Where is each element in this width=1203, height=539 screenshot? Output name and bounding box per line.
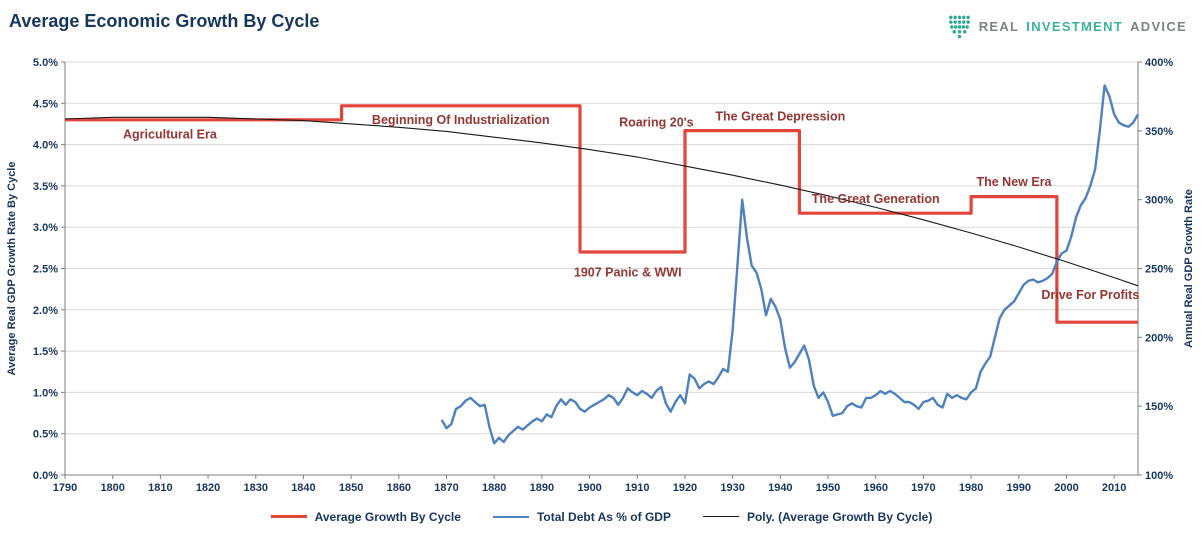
- left-axis-tick-label: 2.5%: [33, 264, 58, 276]
- x-axis-tick-label: 1960: [863, 482, 887, 494]
- logo-word-advice: ADVICE: [1130, 18, 1187, 34]
- left-axis-tick-label: 2.0%: [33, 305, 58, 317]
- annotation-label: The Great Generation: [812, 192, 940, 206]
- x-axis-tick-label: 1820: [196, 482, 220, 494]
- x-axis-tick-label: 1890: [530, 482, 554, 494]
- chart-header: Average Economic Growth By Cycle REAL IN…: [0, 0, 1203, 46]
- series-line-total-debt-as-pct-of-gdp: [440, 84, 1140, 445]
- legend-item-total-debt: Total Debt As % of GDP: [492, 509, 671, 524]
- left-axis-tick-label: 0.5%: [33, 429, 58, 441]
- left-axis-tick-label: 0.0%: [33, 470, 58, 482]
- x-axis-tick-label: 1830: [244, 482, 268, 494]
- annotation-label: 1907 Panic & WWI: [574, 266, 682, 280]
- right-axis-tick-label: 250%: [1145, 264, 1173, 276]
- legend-item-poly: Poly. (Average Growth By Cycle): [702, 509, 933, 524]
- left-axis-tick-label: 3.5%: [33, 181, 58, 193]
- x-axis-tick-label: 1800: [100, 482, 124, 494]
- legend-swatch-average-growth-by-cycle: [270, 515, 307, 518]
- left-axis-title: Average Real GDP Growth Rate By Cycle: [6, 162, 18, 376]
- series-line-average-growth-by-cycle: [65, 104, 1138, 324]
- x-axis-tick-label: 1990: [1007, 482, 1031, 494]
- page-title: Average Economic Growth By Cycle: [9, 11, 320, 31]
- legend-label-average-growth-by-cycle: Average Growth By Cycle: [314, 509, 461, 524]
- legend-swatch-total-debt: [492, 515, 529, 518]
- brand-logo: REAL INVESTMENT ADVICE: [947, 12, 1187, 40]
- annotation-label: Agricultural Era: [123, 128, 218, 142]
- left-axis-tick-label: 1.0%: [33, 387, 58, 399]
- x-axis-tick-label: 1880: [482, 482, 506, 494]
- x-axis-tick-label: 2010: [1102, 482, 1126, 494]
- x-axis-tick-label: 1930: [720, 482, 744, 494]
- logo-word-real: REAL: [978, 18, 1020, 34]
- annotation-label: The New Era: [976, 175, 1052, 189]
- x-axis-tick-label: 1840: [291, 482, 315, 494]
- annotation-label: Drive For Profits: [1041, 288, 1139, 302]
- annotation-label: Roaring 20's: [619, 115, 694, 129]
- legend-label-poly: Poly. (Average Growth By Cycle): [746, 509, 933, 524]
- right-axis-tick-label: 100%: [1145, 470, 1173, 482]
- right-axis-tick-label: 150%: [1145, 401, 1173, 413]
- legend-swatch-poly: [702, 516, 739, 517]
- x-axis-tick-label: 1950: [816, 482, 840, 494]
- chart-legend: Average Growth By Cycle Total Debt As % …: [0, 504, 1203, 539]
- left-axis-tick-label: 5.0%: [33, 57, 58, 69]
- x-axis-tick-label: 1850: [339, 482, 363, 494]
- chart-canvas: 0.0% 0.5% 1.0% 1.5% 2.0% 2.5% 3.0% 3.5% 4.0% 4.5%…: [6, 57, 1195, 494]
- right-axis-tick-label: 400%: [1145, 57, 1173, 69]
- x-axis-tick-label: 2000: [1054, 482, 1078, 494]
- series-line-poly-average-growth-by-cycle: [64, 116, 1139, 287]
- x-axis-tick-label: 1920: [673, 482, 697, 494]
- legend-item-average-growth-by-cycle: Average Growth By Cycle: [270, 509, 461, 524]
- legend-label-total-debt: Total Debt As % of GDP: [536, 509, 671, 524]
- left-axis-tick-label: 3.0%: [33, 222, 58, 234]
- x-axis-tick-label: 1810: [148, 482, 172, 494]
- logo-word-investment: INVESTMENT: [1026, 18, 1124, 34]
- x-axis-tick-label: 1970: [911, 482, 935, 494]
- x-axis-tick-label: 1940: [768, 482, 792, 494]
- x-axis-tick-label: 1870: [434, 482, 458, 494]
- right-axis-tick-label: 200%: [1145, 332, 1173, 344]
- right-axis-tick-label: 350%: [1145, 126, 1173, 138]
- x-axis-tick-label: 1980: [959, 482, 983, 494]
- x-axis-tick-label: 1900: [577, 482, 601, 494]
- annotation-label: Beginning Of Industrialization: [372, 113, 550, 127]
- annotation-label: The Great Depression: [715, 110, 845, 124]
- left-axis-tick-label: 4.0%: [33, 140, 58, 152]
- x-axis-tick-label: 1790: [53, 482, 77, 494]
- right-axis-title: Annual Real GDP Growth Rate: [1183, 189, 1195, 348]
- x-axis-tick-label: 1910: [625, 482, 649, 494]
- x-axis-tick-label: 1860: [387, 482, 411, 494]
- left-axis-tick-label: 4.5%: [33, 98, 58, 110]
- right-axis-tick-label: 300%: [1145, 195, 1173, 207]
- shield-icon: [948, 15, 970, 39]
- left-axis-tick-label: 1.5%: [33, 346, 58, 358]
